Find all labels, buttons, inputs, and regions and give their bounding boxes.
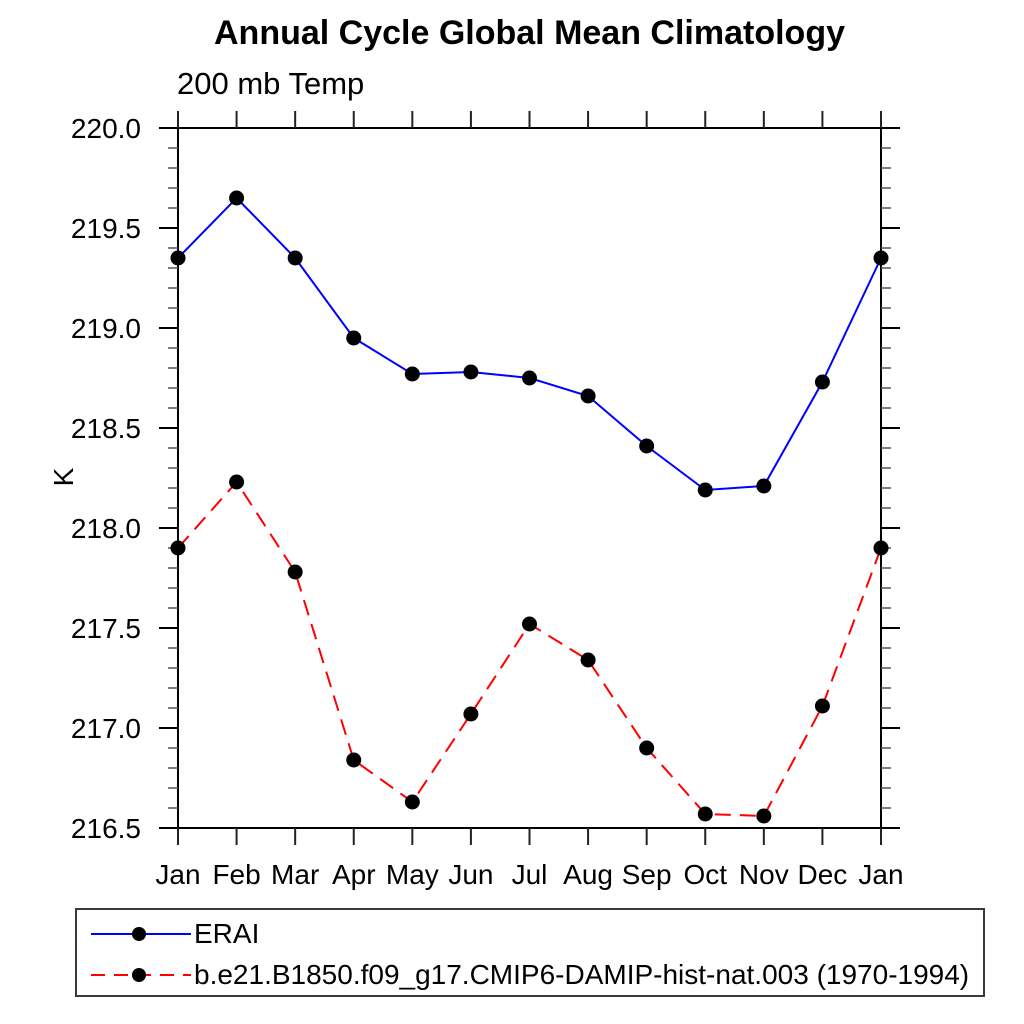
data-point-model — [522, 616, 537, 632]
chart-title: Annual Cycle Global Mean Climatology — [214, 14, 845, 52]
data-point-erai — [287, 250, 303, 266]
legend-item-erai: ERAI — [84, 917, 983, 951]
x-tick-label: Nov — [739, 859, 789, 890]
y-tick-label: 218.5 — [71, 413, 141, 444]
x-tick-label: Mar — [271, 859, 319, 890]
x-tick-label: Oct — [683, 859, 727, 890]
data-point-erai — [873, 250, 889, 266]
model-line-sample — [91, 968, 191, 982]
data-point-model — [814, 698, 830, 714]
data-point-model — [170, 540, 186, 556]
legend-box: ERAI b.e21.B1850.f09_g17.CMIP6-DAMIP-his… — [75, 908, 985, 997]
data-point-erai — [404, 366, 420, 382]
y-tick-label: 216.5 — [71, 813, 141, 844]
chart-subtitle: 200 mb Temp — [177, 66, 365, 101]
x-tick-label: Jan — [155, 859, 200, 890]
data-point-model — [639, 740, 655, 756]
series-line-erai — [177, 196, 882, 492]
data-point-erai — [580, 388, 596, 404]
data-point-erai — [639, 438, 655, 454]
data-point-erai — [522, 370, 537, 386]
legend-label-model: b.e21.B1850.f09_g17.CMIP6-DAMIP-hist-nat… — [194, 959, 970, 990]
data-point-erai — [229, 190, 245, 206]
y-tick-label: 219.0 — [71, 313, 141, 344]
x-tick-label: Jul — [512, 859, 548, 890]
data-point-model — [346, 752, 362, 768]
data-point-model — [404, 794, 420, 810]
data-point-model — [580, 652, 596, 668]
data-point-erai — [463, 364, 479, 380]
x-tick-label: Jan — [858, 859, 903, 890]
y-tick-label: 217.0 — [71, 713, 141, 744]
data-point-erai — [346, 330, 362, 346]
x-tick-label: Feb — [212, 859, 260, 890]
data-point-model — [756, 808, 772, 824]
data-point-erai — [697, 482, 713, 498]
y-tick-label: 218.0 — [71, 513, 141, 544]
data-point-erai — [170, 250, 186, 266]
x-tick-label: Dec — [798, 859, 848, 890]
data-point-model — [873, 540, 889, 556]
x-tick-label: May — [386, 859, 439, 890]
legend-label-erai: ERAI — [194, 918, 260, 949]
data-point-model — [463, 706, 479, 722]
y-tick-label: 217.5 — [71, 613, 141, 644]
y-tick-label: 220.0 — [71, 113, 141, 144]
x-tick-label: Jun — [448, 859, 493, 890]
x-tick-label: Sep — [622, 859, 672, 890]
x-tick-label: Aug — [563, 859, 613, 890]
y-axis-label: K — [48, 467, 79, 486]
data-point-model — [229, 474, 245, 490]
series-line-model — [177, 480, 882, 818]
legend-item-model: b.e21.B1850.f09_g17.CMIP6-DAMIP-hist-nat… — [84, 958, 983, 992]
data-point-model — [287, 564, 303, 580]
erai-sample-marker-icon — [132, 927, 146, 941]
erai-line-sample — [91, 927, 191, 941]
data-point-erai — [814, 374, 830, 390]
data-point-erai — [756, 478, 772, 494]
x-tick-label: Apr — [332, 859, 376, 890]
data-point-model — [697, 806, 713, 822]
y-tick-label: 219.5 — [71, 213, 141, 244]
model-sample-marker-icon — [132, 968, 146, 982]
plot-border — [177, 127, 882, 829]
